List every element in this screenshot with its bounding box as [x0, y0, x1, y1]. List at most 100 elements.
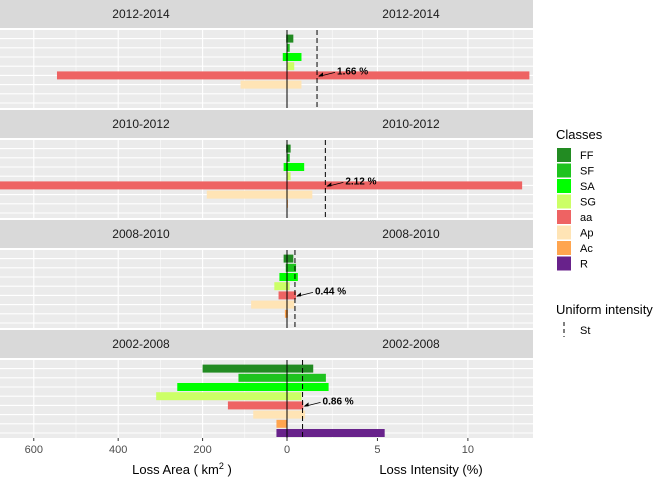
legend-label-FF: FF: [580, 150, 594, 162]
intensity-bar-aa: [287, 71, 530, 80]
legend-label-SF: SF: [580, 166, 594, 178]
strip-label-right: 2012-2014: [382, 7, 440, 21]
left-axis-tick-label: 0: [284, 444, 290, 456]
area-bar-Ac: [284, 309, 287, 318]
panel-strip: [0, 0, 533, 28]
intensity-bar-Ap: [287, 190, 313, 199]
left-axis-title-end: ): [224, 462, 232, 477]
legend-items: FF SF SA SG aa Ap Ac R: [557, 148, 596, 271]
left-axis-tick-label: 200: [193, 444, 211, 456]
area-bar-SA: [279, 273, 287, 281]
area-bar-FF: [283, 254, 287, 263]
annotation-label: 1.66 %: [337, 66, 368, 77]
area-bar-Ap: [251, 300, 287, 309]
legend-key-aa: [557, 210, 571, 224]
strip-label-left: 2002-2008: [112, 337, 170, 351]
panel-background: [0, 140, 533, 218]
intensity-bar-SG: [287, 392, 302, 401]
legend-label-SG: SG: [580, 197, 596, 209]
panel-2002-2008: 2002-2008 2002-2008 0.86 %: [0, 330, 533, 438]
left-axis-title-main: Loss Area ( km: [132, 462, 219, 477]
annotation-arrowhead: [318, 72, 324, 77]
left-axis-title-sup: 2: [219, 461, 224, 471]
intensity-bar-Ap: [287, 410, 306, 419]
area-bar-R: [276, 429, 287, 437]
intensity-bar-SA: [287, 53, 302, 61]
intensity-bar-FF: [287, 144, 291, 153]
left-axis-tick-label: 400: [109, 444, 127, 456]
legend-key-SG: [557, 194, 571, 209]
annotation-arrowhead: [295, 292, 301, 297]
legend-classes-title: Classes: [556, 127, 603, 142]
intensity-bar-SF: [287, 43, 290, 52]
panel-strip: [0, 330, 533, 358]
axes: Loss Area ( km2 ) Loss Intensity (%) 600…: [25, 438, 483, 477]
intensity-bar-FF: [287, 254, 294, 263]
area-bar-SG: [156, 392, 287, 401]
intensity-bar-SF: [287, 263, 297, 272]
area-bar-aa: [227, 401, 287, 410]
left-axis-title: Loss Area ( km2 ): [132, 461, 232, 477]
intensity-bar-SA: [287, 383, 329, 391]
area-bar-FF: [202, 364, 287, 373]
intensity-bar-SF: [287, 373, 326, 382]
strip-label-left: 2008-2010: [112, 227, 170, 241]
area-bar-SA: [177, 383, 287, 391]
intensity-bar-aa: [287, 181, 523, 190]
panel-strip: [0, 110, 533, 138]
legend-key-Ap: [557, 225, 571, 240]
annotation-label: 2.12 %: [345, 176, 376, 187]
annotation-label: 0.86 %: [323, 396, 354, 407]
right-axis-title: Loss Intensity (%): [379, 462, 482, 477]
intensity-bar-SF: [287, 153, 290, 162]
strip-label-left: 2010-2012: [112, 117, 170, 131]
panel-background: [0, 250, 533, 328]
annotation-label: 0.44 %: [315, 286, 346, 297]
intensity-bar-SG: [287, 282, 290, 291]
area-bar-aa: [278, 291, 287, 300]
area-bar-SF: [285, 263, 287, 272]
legend-key-Ac: [557, 241, 571, 255]
intensity-bar-aa: [287, 401, 304, 410]
intensity-bar-R: [287, 429, 385, 437]
legend-label-Ac: Ac: [580, 243, 593, 255]
area-bar-Ap: [240, 80, 287, 89]
intensity-bar-aa: [287, 291, 297, 300]
area-bar-SG: [274, 282, 287, 291]
intensity-bar-FF: [287, 364, 314, 373]
strip-label-right: 2008-2010: [382, 227, 440, 241]
right-axis-tick-label: 10: [462, 444, 474, 456]
area-bar-aa: [0, 181, 287, 190]
legend-label-aa: aa: [580, 212, 593, 224]
legend-uniform-label: St: [580, 325, 590, 337]
intensity-bar-FF: [287, 34, 294, 43]
panel-background: [0, 30, 533, 108]
panel-2008-2010: 2008-2010 2008-2010 0.44 %: [0, 220, 533, 328]
legend: Classes FF SF SA SG aa Ap Ac R Uniform intensit…: [556, 127, 653, 337]
legend-key-SF: [557, 163, 571, 178]
panel-strip: [0, 220, 533, 248]
area-bar-Ac: [276, 419, 287, 428]
area-bar-Ap: [206, 190, 287, 199]
intensity-bar-SG: [287, 62, 295, 71]
legend-label-Ap: Ap: [580, 228, 593, 240]
area-bar-SF: [238, 373, 287, 382]
annotation-arrowhead: [303, 402, 309, 407]
area-bar-Ap: [253, 410, 287, 419]
annotation-arrowhead: [326, 182, 332, 187]
intensity-bar-SA: [287, 163, 305, 171]
intensity-bar-SA: [287, 273, 298, 281]
strip-label-right: 2002-2008: [382, 337, 440, 351]
panels: 2012-2014 2012-2014 1.66 % 2010-2012 2010-20…: [0, 0, 533, 438]
strip-label-left: 2012-2014: [112, 7, 170, 21]
strip-label-right: 2010-2012: [382, 117, 440, 131]
legend-uniform-title: Uniform intensity: [556, 302, 653, 317]
intensity-bar-Ap: [287, 300, 295, 309]
area-bar-SA: [282, 53, 287, 61]
intensity-bar-Ap: [287, 80, 302, 89]
panel-2012-2014: 2012-2014 2012-2014 1.66 %: [0, 0, 533, 108]
area-bar-SA: [283, 163, 287, 171]
legend-label-SA: SA: [580, 181, 595, 193]
left-axis-tick-label: 600: [25, 444, 43, 456]
